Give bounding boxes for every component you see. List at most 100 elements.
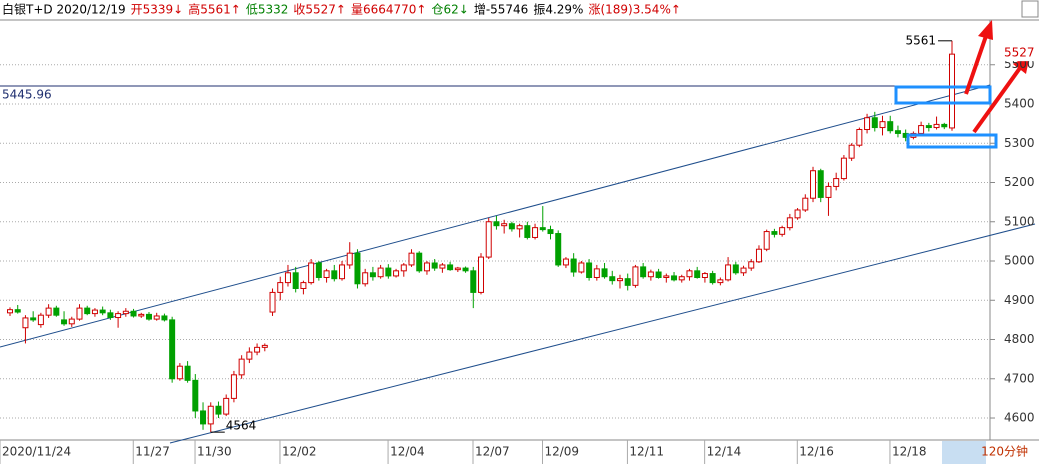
- candle-body: [200, 410, 207, 425]
- candle-body: [485, 221, 492, 258]
- candle-body: [478, 256, 484, 293]
- candle-body: [616, 278, 623, 282]
- candle-body: [400, 264, 407, 272]
- candle-body: [655, 271, 662, 278]
- candle-body: [261, 344, 268, 348]
- y-tick-label: 4700: [1004, 371, 1035, 385]
- candle-body: [184, 365, 191, 381]
- candle-body: [740, 267, 747, 274]
- candle-body: [524, 225, 531, 238]
- candle-body: [153, 315, 160, 320]
- candle-body: [848, 144, 855, 159]
- candle-body: [331, 270, 338, 280]
- candle-body: [879, 121, 886, 129]
- candle-body: [53, 307, 60, 316]
- candle-body: [493, 221, 500, 227]
- candle-body: [686, 270, 693, 278]
- candle-body: [138, 313, 145, 317]
- candle-body: [562, 258, 569, 266]
- candle-body: [230, 374, 237, 399]
- candle-body: [408, 252, 415, 266]
- candle-body: [763, 231, 770, 250]
- candle-body: [447, 264, 454, 271]
- candle-body: [671, 275, 678, 281]
- candle-body: [76, 307, 83, 320]
- y-tick-label: 4900: [1004, 293, 1035, 307]
- candle-body: [99, 309, 106, 314]
- candle-body: [215, 405, 222, 415]
- candle-body: [755, 248, 762, 263]
- candle-body: [501, 223, 508, 227]
- candle-body: [346, 252, 353, 266]
- candle-body: [284, 272, 291, 284]
- candle-body: [61, 319, 68, 325]
- candle-body: [547, 229, 554, 235]
- window-button[interactable]: [1021, 0, 1039, 18]
- header-item: 开5339↓: [131, 3, 184, 17]
- header-item: 低5332: [246, 3, 289, 17]
- x-tick-label: 12/16: [799, 445, 834, 459]
- candle-body: [570, 258, 577, 273]
- header-item: 涨(189)3.54%↑: [588, 2, 680, 17]
- header-item: 振4.29%: [533, 3, 583, 17]
- candle-body: [539, 227, 546, 231]
- candle-body: [431, 262, 438, 269]
- candle-body: [254, 346, 261, 353]
- y-tick-label: 4800: [1004, 332, 1035, 346]
- candle-body: [423, 262, 430, 272]
- x-tick-label: 2020/11/24: [2, 445, 71, 459]
- candle-body: [833, 178, 840, 187]
- arrow: [972, 66, 1022, 134]
- arrow-head: [978, 20, 993, 40]
- candle-body: [68, 318, 75, 325]
- candle-body: [45, 307, 52, 316]
- header-item: 增-55746: [474, 3, 529, 17]
- candle-body: [14, 309, 21, 313]
- candle-body: [748, 261, 755, 269]
- candle-body: [532, 227, 539, 238]
- candle-body: [555, 233, 562, 266]
- header-item: 收5527↑: [293, 3, 346, 17]
- trend-line-lower: [169, 223, 1036, 444]
- candle-body: [115, 313, 122, 319]
- candle-body: [925, 125, 932, 129]
- candle-body: [817, 170, 824, 198]
- candle-body: [856, 129, 863, 146]
- x-tick-label: 12/04: [390, 445, 425, 459]
- highlight-box: [906, 133, 998, 149]
- candle-body: [161, 315, 168, 321]
- candle-body: [454, 267, 461, 271]
- candle-body: [771, 231, 778, 235]
- x-tick-label: 12/07: [475, 445, 510, 459]
- candle-body: [470, 270, 477, 293]
- candle-body: [694, 270, 701, 278]
- y-tick-label: 5000: [1004, 254, 1035, 268]
- axis-highlight: [942, 441, 986, 464]
- candle-body: [269, 291, 276, 313]
- period-label: 120分钟: [981, 444, 1028, 459]
- trend-line-upper: [0, 84, 991, 348]
- candle-body: [779, 227, 786, 235]
- candle-body: [393, 270, 400, 277]
- candle-body: [292, 272, 299, 289]
- candle-body: [145, 313, 152, 320]
- candle-body: [130, 310, 137, 317]
- candle-body: [840, 157, 847, 180]
- candle-body: [609, 276, 616, 282]
- candle-body: [786, 217, 793, 229]
- x-tick-label: 11/27: [135, 445, 170, 459]
- candle-body: [37, 314, 44, 326]
- candle-body: [354, 252, 361, 285]
- candle-body: [30, 317, 37, 321]
- y-tick-label: 4600: [1004, 411, 1035, 425]
- header-item: 仓62↓: [431, 3, 468, 17]
- candle-body: [516, 225, 523, 230]
- candle-body: [701, 273, 708, 278]
- low-label: 4564: [226, 419, 257, 433]
- candle-body: [794, 209, 801, 219]
- candle-body: [663, 275, 670, 278]
- candle-body: [308, 262, 315, 284]
- candle-body: [601, 268, 608, 278]
- x-tick-label: 12/14: [707, 445, 742, 459]
